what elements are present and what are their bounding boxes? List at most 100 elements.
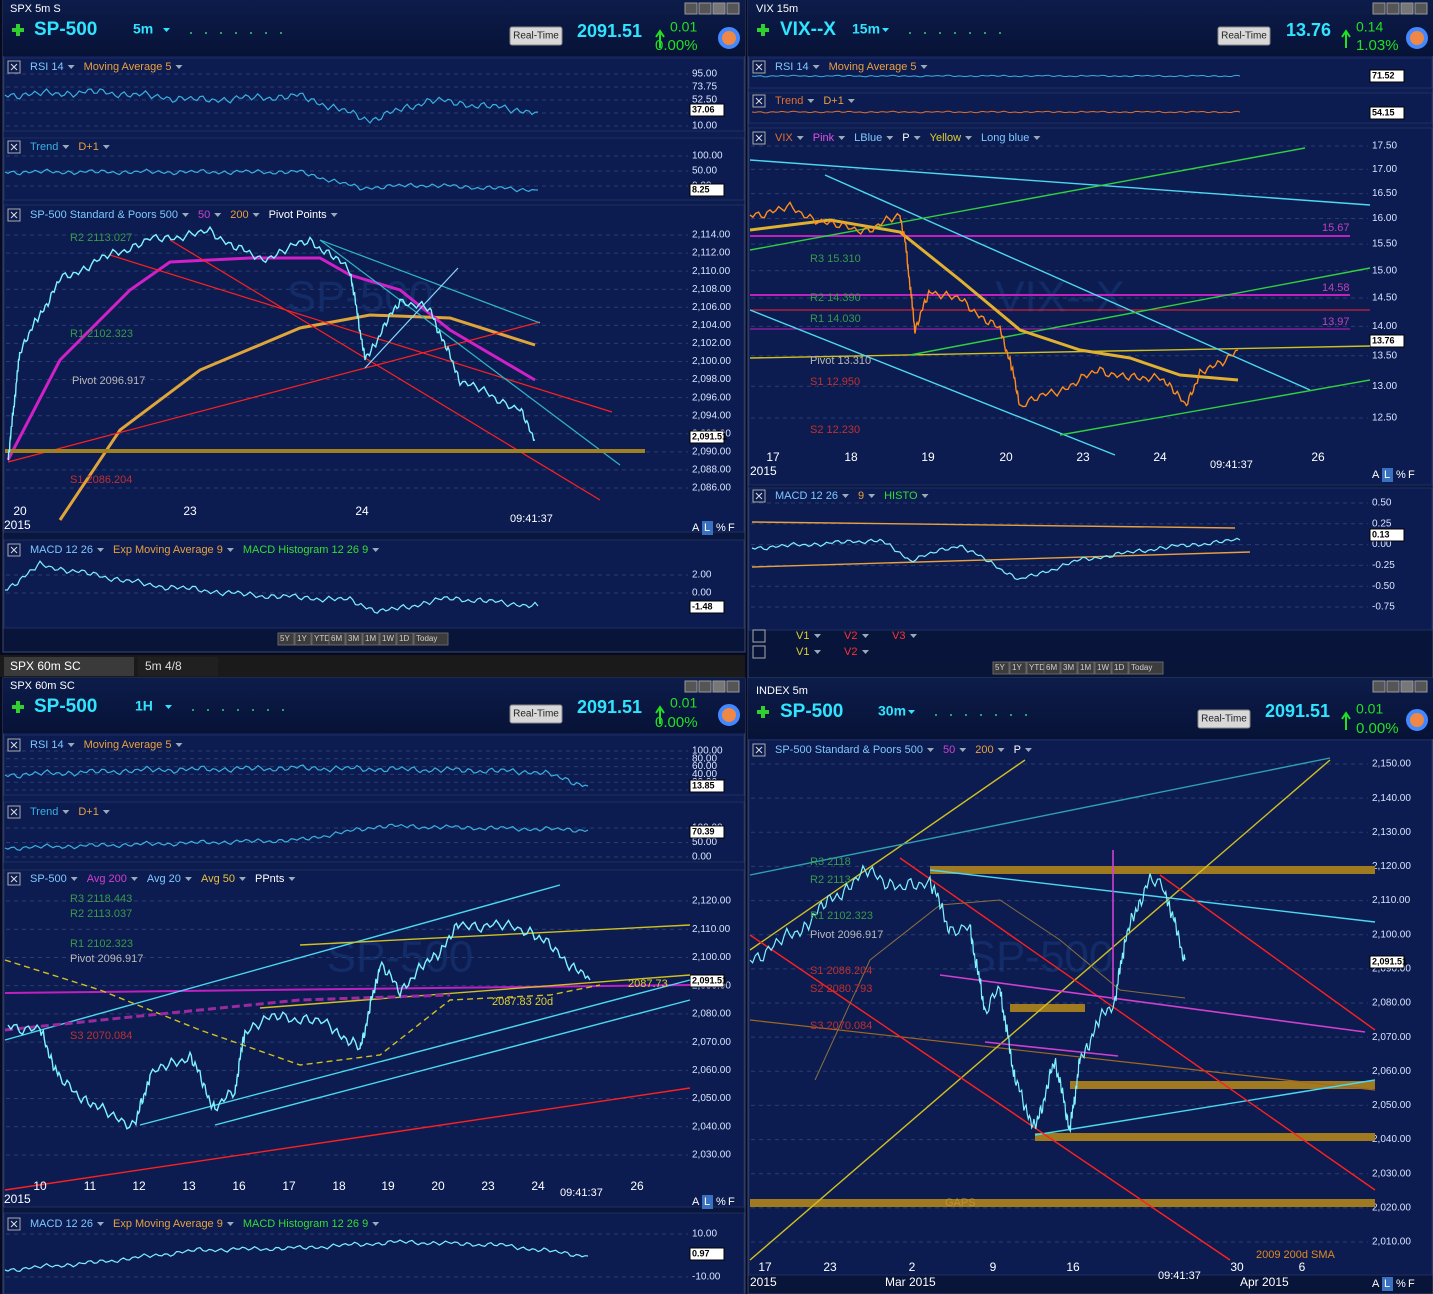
range-button[interactable]: 6M xyxy=(331,634,342,643)
window-control[interactable] xyxy=(712,2,726,15)
study-label[interactable]: 9 xyxy=(858,490,864,502)
close-box[interactable] xyxy=(7,140,21,154)
close-x[interactable] xyxy=(10,143,18,151)
study-label[interactable]: SP-500 xyxy=(30,873,67,885)
scale-button[interactable]: A xyxy=(692,522,700,534)
range-button[interactable]: 1W xyxy=(1097,663,1109,672)
study-label[interactable]: LBlue xyxy=(854,132,882,144)
close-box[interactable] xyxy=(7,543,21,557)
realtime-label[interactable]: Real-Time xyxy=(513,709,559,720)
study-label[interactable]: Exp Moving Average 9 xyxy=(113,1218,223,1230)
close-box[interactable] xyxy=(7,208,21,222)
close-x[interactable] xyxy=(10,808,18,816)
close-x[interactable] xyxy=(10,1220,18,1228)
study-label[interactable]: MACD 12 26 xyxy=(30,1218,93,1230)
close-box[interactable] xyxy=(752,131,766,145)
close-x[interactable] xyxy=(755,63,763,71)
study-label[interactable]: SP-500 Standard & Poors 500 xyxy=(775,744,923,756)
study-label[interactable]: PPnts xyxy=(255,873,285,885)
study-label[interactable]: Trend xyxy=(30,141,58,153)
study-label[interactable]: MACD Histogram 12 26 9 xyxy=(243,544,368,556)
scale-button[interactable]: F xyxy=(1408,469,1415,481)
scale-button-bg[interactable] xyxy=(702,1195,713,1209)
scale-button[interactable]: A xyxy=(692,1196,700,1208)
window-control[interactable] xyxy=(684,680,698,693)
range-button[interactable]: 1W xyxy=(382,634,394,643)
window-control[interactable] xyxy=(712,680,726,693)
study-label[interactable]: VIX xyxy=(775,132,793,144)
study-label[interactable]: P xyxy=(1014,744,1021,756)
study-label[interactable]: V2 xyxy=(844,630,857,642)
tab-label[interactable]: SPX 60m SC xyxy=(10,659,81,673)
realtime-button[interactable] xyxy=(1197,709,1251,729)
realtime-button[interactable] xyxy=(509,26,563,46)
range-button[interactable]: Today xyxy=(1131,663,1152,672)
range-button[interactable]: 1D xyxy=(399,634,409,643)
scale-button[interactable]: L xyxy=(1384,469,1390,481)
close-x[interactable] xyxy=(755,492,763,500)
tab-label[interactable]: 5m 4/8 xyxy=(145,659,182,673)
realtime-label[interactable]: Real-Time xyxy=(513,31,559,42)
study-label[interactable]: Trend xyxy=(775,95,803,107)
range-button-bg[interactable] xyxy=(1094,661,1112,675)
close-x[interactable] xyxy=(755,97,763,105)
range-button[interactable]: 3M xyxy=(348,634,359,643)
realtime-button[interactable] xyxy=(509,704,563,724)
close-x[interactable] xyxy=(10,875,18,883)
close-box[interactable] xyxy=(752,743,766,757)
range-button-bg[interactable] xyxy=(413,632,449,646)
range-button-bg[interactable] xyxy=(1043,661,1061,675)
study-label[interactable]: Avg 50 xyxy=(201,873,235,885)
window-control[interactable] xyxy=(726,2,740,15)
study-label[interactable]: D+1 xyxy=(823,95,844,107)
study-label[interactable]: D+1 xyxy=(78,806,99,818)
study-label[interactable]: Pink xyxy=(813,132,835,144)
range-button[interactable]: YTD xyxy=(314,634,330,643)
range-button[interactable]: 3M xyxy=(1063,663,1074,672)
window-control[interactable] xyxy=(1400,680,1414,693)
close-box[interactable] xyxy=(752,60,766,74)
study-label[interactable]: HISTO xyxy=(884,490,918,502)
range-button-bg[interactable] xyxy=(362,632,380,646)
scale-button[interactable]: L xyxy=(704,1196,710,1208)
close-box[interactable] xyxy=(7,1217,21,1231)
realtime-button[interactable] xyxy=(1217,26,1271,46)
scale-button[interactable]: % xyxy=(1396,469,1406,481)
range-button-bg[interactable] xyxy=(328,632,346,646)
study-label[interactable]: MACD Histogram 12 26 9 xyxy=(243,1218,368,1230)
window-control[interactable] xyxy=(1414,680,1428,693)
window-control[interactable] xyxy=(726,680,740,693)
range-button[interactable]: 1D xyxy=(1114,663,1124,672)
range-button[interactable]: 5Y xyxy=(995,663,1005,672)
range-button-bg[interactable] xyxy=(345,632,363,646)
close-box[interactable] xyxy=(752,94,766,108)
close-box[interactable] xyxy=(7,805,21,819)
study-label[interactable]: Moving Average 5 xyxy=(84,61,172,73)
range-button-bg[interactable] xyxy=(1060,661,1078,675)
close-x[interactable] xyxy=(10,63,18,71)
range-button-bg[interactable] xyxy=(992,661,1010,675)
range-button[interactable]: 1M xyxy=(365,634,376,643)
study-label[interactable]: MACD 12 26 xyxy=(30,544,93,556)
study-label[interactable]: MACD 12 26 xyxy=(775,490,838,502)
range-button[interactable]: Today xyxy=(416,634,437,643)
range-button-bg[interactable] xyxy=(277,632,295,646)
scale-button[interactable]: % xyxy=(716,1196,726,1208)
scale-button[interactable]: % xyxy=(716,522,726,534)
scale-button-bg[interactable] xyxy=(1382,468,1393,482)
range-button-bg[interactable] xyxy=(1128,661,1164,675)
range-button[interactable]: 1Y xyxy=(1012,663,1022,672)
scale-button[interactable]: F xyxy=(728,522,735,534)
study-label[interactable]: 200 xyxy=(230,209,248,221)
range-button[interactable]: YTD xyxy=(1029,663,1045,672)
scale-button[interactable]: L xyxy=(1384,1278,1390,1290)
study-label[interactable]: Avg 200 xyxy=(87,873,127,885)
study-label[interactable]: RSI 14 xyxy=(775,61,809,73)
close-box[interactable] xyxy=(752,645,766,659)
scale-button[interactable]: A xyxy=(1372,1278,1380,1290)
window-control[interactable] xyxy=(684,2,698,15)
close-box[interactable] xyxy=(752,489,766,503)
range-button[interactable]: 1Y xyxy=(297,634,307,643)
scale-button[interactable]: F xyxy=(728,1196,735,1208)
scale-button[interactable]: % xyxy=(1396,1278,1406,1290)
